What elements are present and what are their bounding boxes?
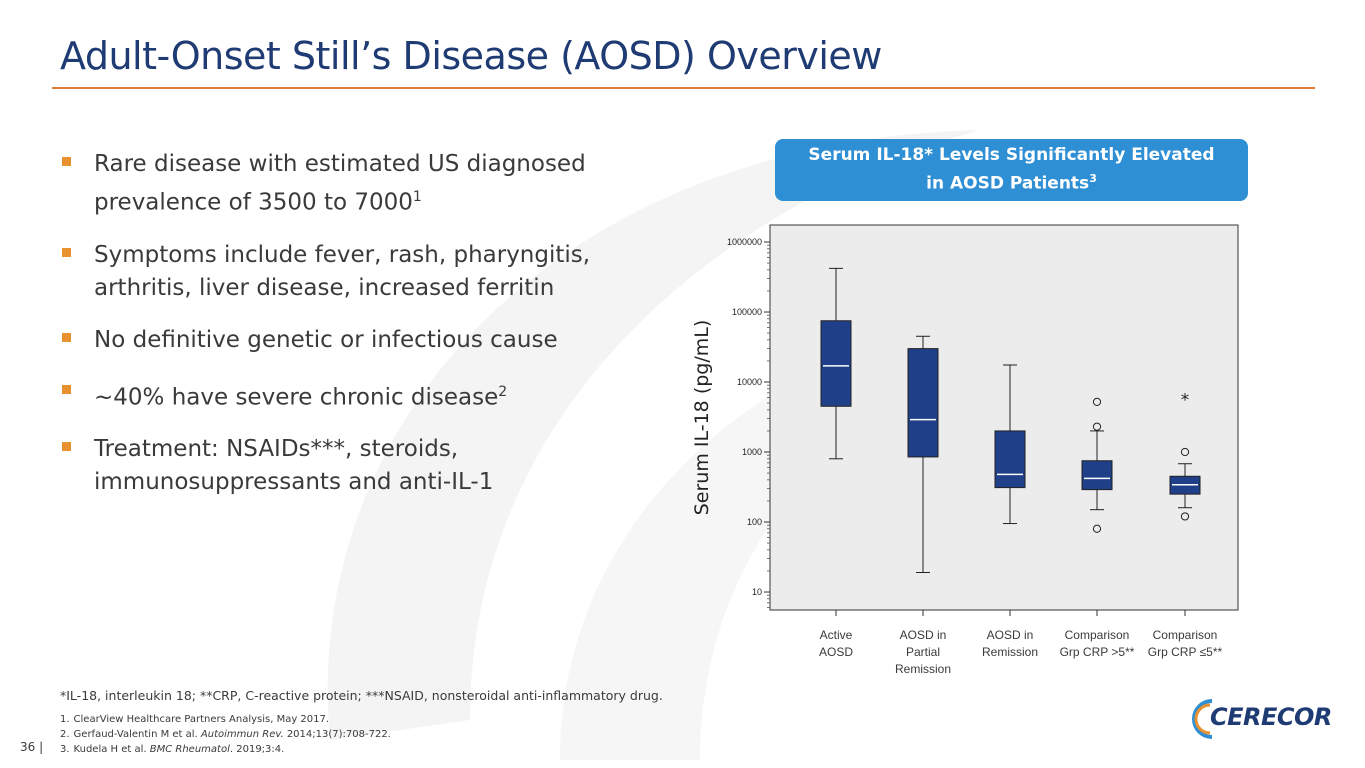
bullet-square-icon bbox=[62, 247, 71, 257]
callout-line-1: Serum IL-18* Levels Significantly Elevat… bbox=[808, 145, 1215, 166]
x-category-label: AOSD bbox=[819, 645, 853, 659]
callout-line-2-text: in AOSD Patients bbox=[926, 173, 1090, 194]
bullet-text: No definitive genetic or infectious caus… bbox=[94, 326, 558, 353]
iqr-box bbox=[820, 320, 852, 407]
bullet-square-icon bbox=[62, 157, 71, 166]
x-category-label: Remission bbox=[895, 662, 951, 676]
reference-text: Kudela H et al. bbox=[73, 744, 150, 755]
extreme-outlier-marker: * bbox=[1181, 391, 1190, 411]
reference-journal: Autoimmun Rev. bbox=[200, 729, 284, 740]
reference-details: . 2019;3:4. bbox=[229, 744, 285, 755]
x-category-label: Partial bbox=[906, 645, 940, 659]
bullet-item: Symptoms include fever, rash, pharyngiti… bbox=[62, 239, 622, 305]
x-category-label: Comparison bbox=[1153, 628, 1218, 642]
outlier-point bbox=[1092, 422, 1102, 431]
reference-item: 2. Gerfaud-Valentin M et al. Autoimmun Re… bbox=[60, 727, 391, 742]
y-tick-label: 10000 bbox=[737, 377, 762, 387]
y-tick-label: 100 bbox=[747, 517, 762, 527]
reference-details: 2014;13(7):708-722. bbox=[283, 729, 391, 740]
bullet-reference: 1 bbox=[412, 189, 422, 205]
reference-number: 1. bbox=[60, 714, 70, 725]
x-category-label: AOSD in bbox=[987, 628, 1034, 642]
outlier-point bbox=[1092, 524, 1102, 533]
logo-wordmark: CERECOR bbox=[1210, 703, 1332, 731]
bullet-item: ~40% have severe chronic disease2 bbox=[62, 376, 622, 415]
bullet-square-icon bbox=[62, 442, 71, 452]
box-group-1: Active AOSD bbox=[819, 267, 853, 659]
page-number: 36 | bbox=[20, 740, 44, 754]
bullet-square-icon bbox=[62, 332, 71, 342]
bullet-item: No definitive genetic or infectious caus… bbox=[62, 324, 622, 357]
bullet-text: Treatment: NSAIDs***, steroids, immunosu… bbox=[94, 436, 494, 496]
y-axis-label: Serum IL-18 (pg/mL) bbox=[691, 320, 713, 516]
outlier-point bbox=[1092, 397, 1102, 406]
box-group-5: * Comparison Grp CRP ≤5** bbox=[1148, 391, 1223, 659]
bullet-item: Rare disease with estimated US diagnosed… bbox=[62, 148, 622, 220]
x-category-label: Comparison bbox=[1065, 628, 1130, 642]
bullet-item: Treatment: NSAIDs***, steroids, immunosu… bbox=[62, 433, 622, 499]
x-category-label: Remission bbox=[982, 645, 1038, 659]
outlier-point bbox=[1180, 512, 1190, 521]
bullet-list: Rare disease with estimated US diagnosed… bbox=[62, 148, 622, 518]
x-category-label: Grp CRP >5** bbox=[1060, 645, 1135, 659]
plot-area bbox=[769, 224, 1239, 611]
outlier-point bbox=[1180, 447, 1190, 457]
box-group-2: AOSD in Partial Remission bbox=[895, 335, 951, 676]
reference-text: Gerfaud-Valentin M et al. bbox=[73, 729, 201, 740]
reference-number: 3. bbox=[60, 744, 70, 755]
y-tick-label: 100000 bbox=[732, 307, 762, 317]
callout-reference: 3 bbox=[1089, 172, 1097, 186]
abbreviation-footnote: *IL-18, interleukin 18; **CRP, C-reactiv… bbox=[60, 688, 663, 703]
bullet-text: ~40% have severe chronic disease bbox=[94, 384, 499, 411]
y-tick-label: 1000 bbox=[742, 447, 762, 457]
cerecor-logo-icon bbox=[1192, 699, 1213, 739]
slide-title: Adult-Onset Still’s Disease (AOSD) Overv… bbox=[60, 34, 882, 78]
y-tick-label: 1000000 bbox=[727, 237, 762, 247]
box-group-4: Comparison Grp CRP >5** bbox=[1060, 397, 1135, 659]
reference-item: 3. Kudela H et al. BMC Rheumatol. 2019;3:… bbox=[60, 742, 391, 757]
y-tick-label: 10 bbox=[752, 587, 762, 597]
title-divider bbox=[52, 87, 1315, 89]
iqr-box bbox=[907, 348, 939, 458]
chart-callout-banner: Serum IL-18* Levels Significantly Elevat… bbox=[775, 139, 1248, 201]
il18-boxplot-chart: 10 100 1000 10000 100000 1000000 Serum IL-18 (… bbox=[691, 224, 1239, 676]
iqr-box bbox=[994, 430, 1026, 489]
reference-journal: BMC Rheumatol bbox=[149, 744, 230, 755]
bullet-reference: 2 bbox=[498, 383, 508, 400]
reference-list: 1. ClearView Healthcare Partners Analysis… bbox=[60, 712, 391, 757]
bullet-text: Symptoms include fever, rash, pharyngiti… bbox=[94, 241, 591, 301]
reference-item: 1. ClearView Healthcare Partners Analysis… bbox=[60, 712, 391, 727]
iqr-box bbox=[1081, 460, 1113, 491]
reference-text: ClearView Healthcare Partners Analysis, … bbox=[73, 714, 330, 725]
bullet-square-icon bbox=[62, 384, 71, 394]
x-category-label: Grp CRP ≤5** bbox=[1148, 645, 1223, 659]
x-category-label: Active bbox=[820, 628, 853, 642]
bullet-text: Rare disease with estimated US diagnosed… bbox=[94, 151, 586, 216]
callout-line-2: in AOSD Patients3 bbox=[775, 167, 1248, 196]
reference-number: 2. bbox=[60, 729, 70, 740]
x-category-label: AOSD in bbox=[900, 628, 947, 642]
box-group-3: AOSD in Remission bbox=[982, 364, 1038, 659]
